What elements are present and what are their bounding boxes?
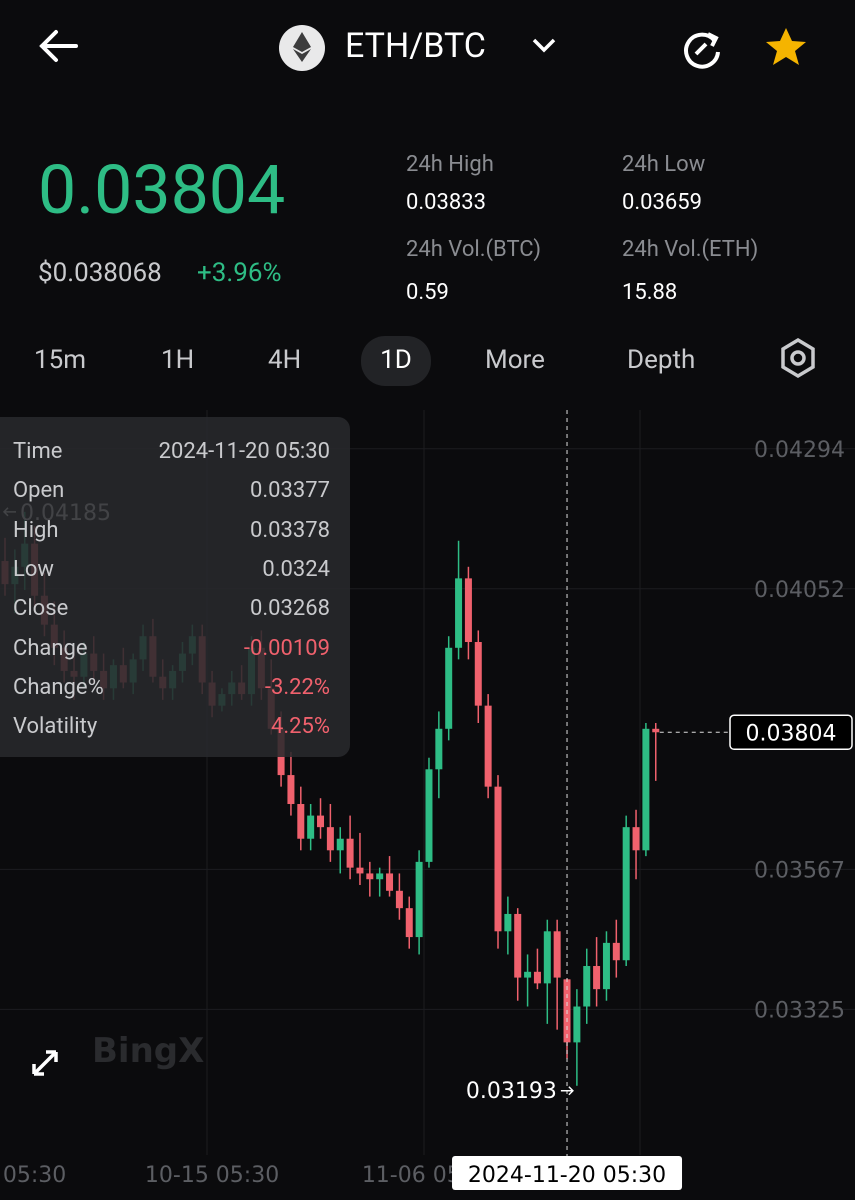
y-tick-label: 0.04052 [754, 578, 845, 603]
candle-body [514, 913, 522, 978]
tooltip-label: Time [13, 439, 63, 464]
x-tick-label: 10-15 05:30 [145, 1163, 279, 1188]
candle-body [356, 867, 364, 874]
candle-body [474, 642, 482, 706]
settings-button[interactable] [778, 337, 818, 379]
stat-value: 0.03833 [406, 190, 486, 215]
y-tick-label: 0.03567 [754, 858, 845, 883]
candle-body [366, 873, 374, 880]
tooltip-value: 0.03268 [250, 596, 330, 622]
candle-body [494, 786, 502, 932]
tooltip-value: 0.0324 [262, 556, 330, 582]
candle-body [307, 815, 315, 839]
watermark: BingX [92, 1031, 204, 1071]
candle-body [425, 769, 433, 862]
candle-body [612, 942, 620, 961]
candle-body [543, 931, 551, 984]
candle-body [583, 966, 591, 1007]
tooltip-value: -0.00109 [243, 635, 330, 661]
expand-button[interactable] [32, 1050, 58, 1076]
candle-body [602, 942, 610, 990]
back-button[interactable] [36, 26, 82, 66]
tooltip-value: 0.03377 [250, 478, 330, 504]
stat-label: 24h Vol.(BTC) [406, 237, 541, 262]
candle-body [652, 728, 660, 733]
more-tab[interactable]: More [485, 345, 545, 375]
candle-body [317, 815, 325, 828]
candle-body [395, 890, 403, 909]
candle-body [405, 908, 413, 938]
crosshair-label: 2024-11-20 05:30 [468, 1163, 666, 1188]
candle-body [415, 861, 423, 938]
candle-body [642, 728, 650, 851]
candle-body [553, 931, 561, 978]
tooltip-label: Low [13, 556, 54, 582]
candle-body [287, 775, 295, 805]
tooltip-label: Change% [13, 674, 104, 700]
last-price-label: 0.03804 [746, 721, 837, 746]
tooltip-label: Volatility [13, 714, 98, 740]
crosshair-label-bg [452, 1156, 683, 1190]
candle-body [326, 827, 334, 851]
stat-value: 15.88 [622, 280, 678, 305]
x-tick-label: 05:30 [3, 1163, 66, 1188]
candle-body [464, 578, 472, 643]
candle-body [455, 578, 463, 648]
refresh-button[interactable] [680, 26, 724, 70]
last-price: 0.03804 [38, 150, 286, 230]
stat-label: 24h Low [622, 152, 706, 177]
depth-tab[interactable]: Depth [627, 345, 696, 375]
candle-body [504, 913, 512, 932]
tooltip-label: Change [13, 635, 88, 661]
low-marker: 0.03193 [466, 1079, 557, 1104]
tooltip-label: Open [13, 478, 65, 504]
candle-body [445, 647, 453, 729]
candle-body [593, 966, 601, 990]
y-tick-label: 0.03325 [754, 998, 845, 1023]
candle-body [573, 1006, 581, 1043]
candle-body [336, 838, 344, 851]
candle-body [632, 827, 640, 851]
stat-label: 24h Vol.(ETH) [622, 237, 759, 262]
candle-body [484, 705, 492, 787]
tooltip-label: Close [13, 596, 69, 622]
interval-tab[interactable]: 1H [161, 345, 195, 375]
dropdown-chevron[interactable] [530, 36, 558, 56]
tooltip-value: 0.03378 [250, 517, 330, 543]
candle-body [622, 827, 630, 961]
candle-body [435, 728, 443, 770]
candle-body [386, 873, 394, 891]
candle-body [346, 838, 354, 868]
low-marker-arrow [560, 1086, 574, 1096]
price-change: +3.96% [197, 258, 282, 288]
favorite-star[interactable] [764, 26, 808, 68]
eth-icon [279, 25, 325, 71]
last-price-box [729, 714, 853, 751]
y-tick-label: 0.04294 [754, 438, 845, 463]
stat-value: 0.59 [406, 280, 449, 305]
candle-body [524, 971, 532, 978]
tooltip-label: High [13, 517, 59, 543]
usd-price: $0.038068 [38, 258, 162, 288]
interval-tab[interactable]: 15m [34, 345, 87, 375]
tooltip-value: 4.25% [270, 714, 330, 740]
stat-label: 24h High [406, 152, 494, 177]
candle-body [297, 804, 305, 839]
candle-body [376, 873, 384, 880]
interval-tab[interactable]: 4H [268, 345, 302, 375]
candle-body [533, 971, 541, 984]
stat-value: 0.03659 [622, 190, 702, 215]
tooltip-value: -3.22% [264, 674, 330, 700]
pair-title[interactable]: ETH/BTC [345, 26, 486, 66]
tooltip-panel: Time 2024-11-20 05:30 Open 0.03377 High 0.033… [0, 417, 350, 757]
interval-tab-active[interactable]: 1D [361, 336, 431, 386]
tooltip-value: 2024-11-20 05:30 [158, 439, 330, 464]
